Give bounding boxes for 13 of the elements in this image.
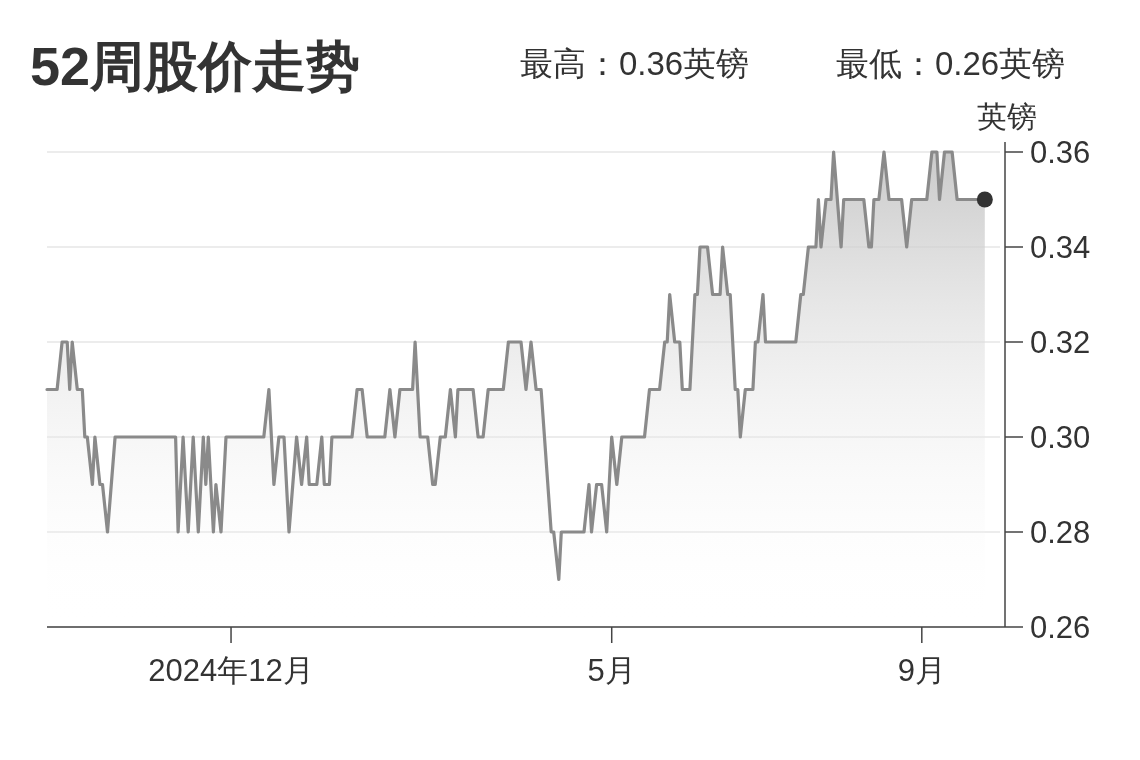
y-tick-label: 0.34 [1030,230,1091,265]
y-tick-label: 0.32 [1030,325,1091,360]
y-tick-label: 0.28 [1030,515,1091,550]
y-tick-label: 0.30 [1030,420,1091,455]
chart-title: 52周股价走势 [30,36,361,96]
y-tick-label: 0.36 [1030,135,1091,170]
y-tick-label: 0.26 [1030,610,1091,645]
x-tick-label: 5月 [587,653,636,688]
x-tick-label: 9月 [897,653,946,688]
text: 最低：0.26英镑 [836,45,1066,82]
text: 最高：0.36英镑 [520,45,750,82]
y-axis-title: 英镑 [977,100,1037,133]
x-tick-label: 2024年12月 [148,653,314,688]
